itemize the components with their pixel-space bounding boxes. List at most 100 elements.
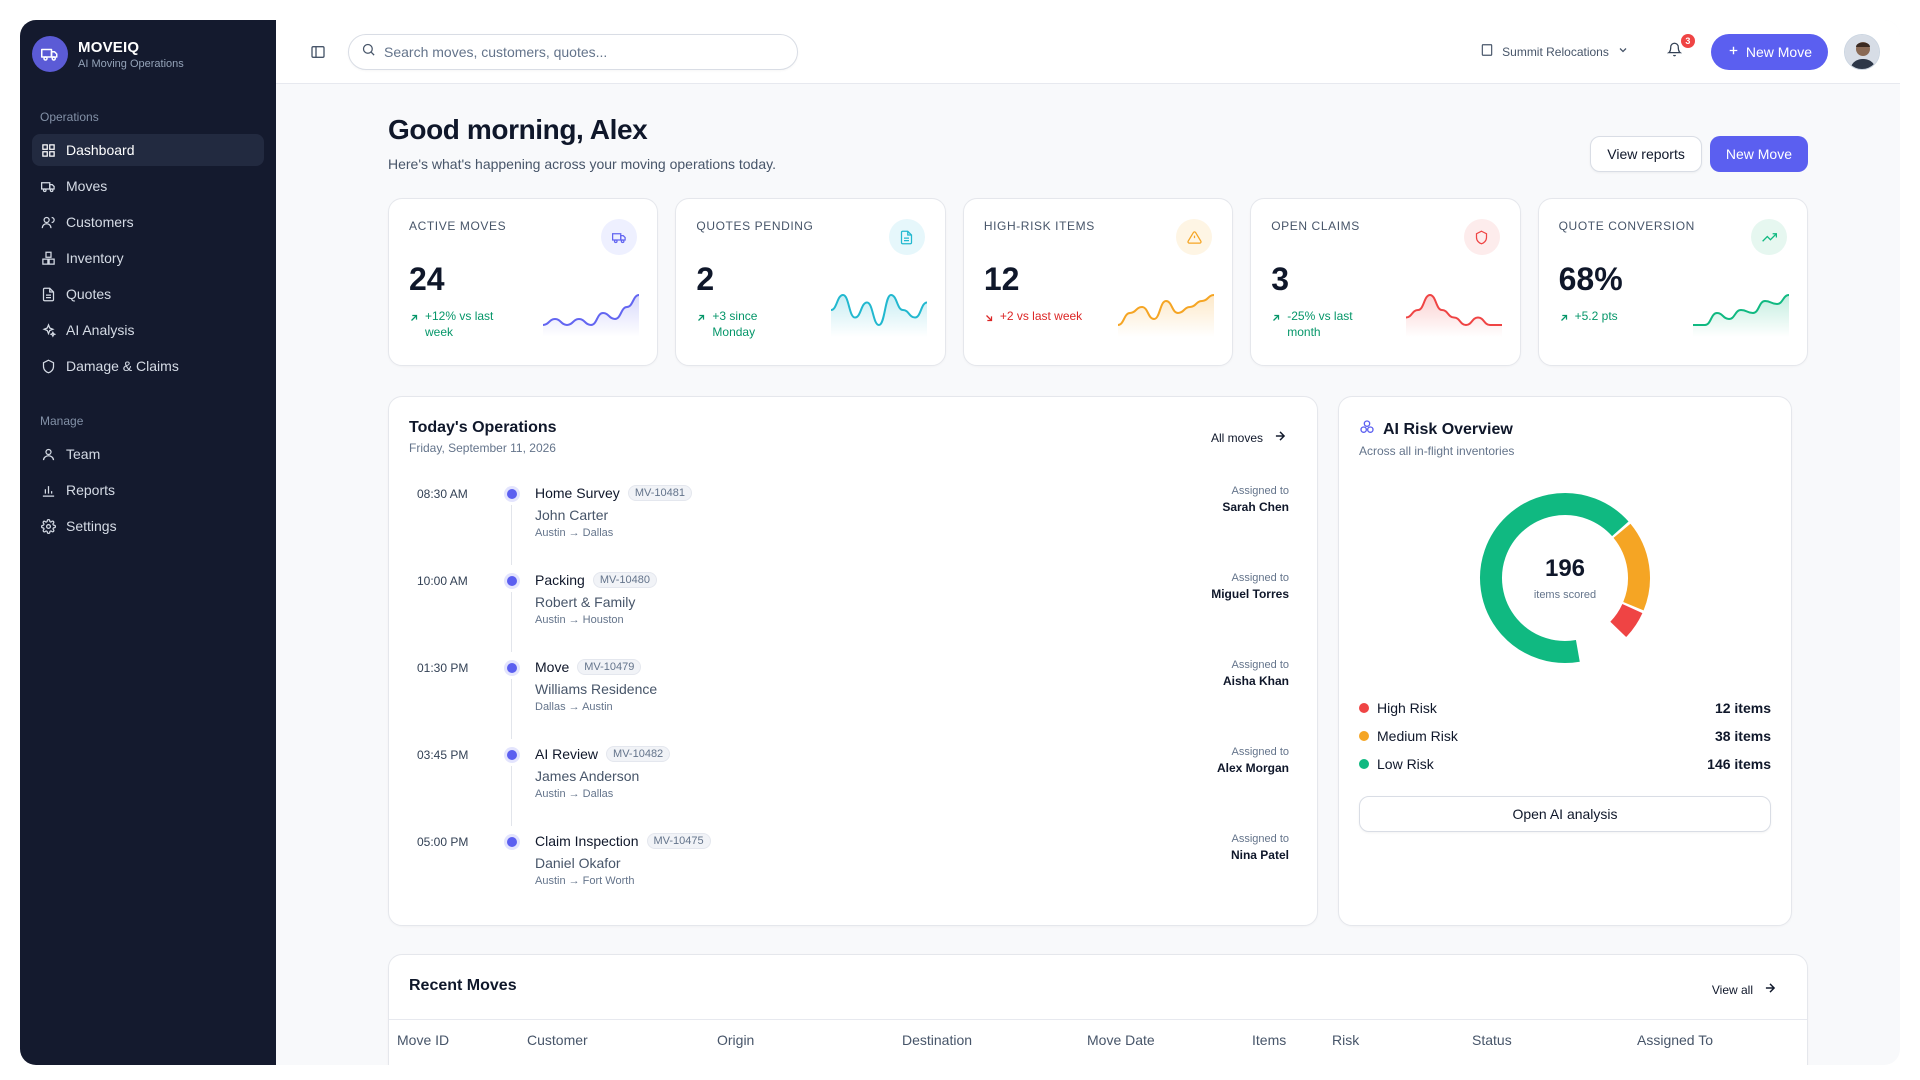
sidebar-item-damage-claims[interactable]: Damage & Claims bbox=[32, 350, 264, 382]
user-avatar[interactable] bbox=[1844, 33, 1880, 70]
timeline-dot bbox=[507, 837, 517, 847]
operation-item[interactable]: 08:30 AM Home Survey MV-10481 John Carter Au… bbox=[409, 485, 1297, 572]
view-all-label: View all bbox=[1711, 982, 1753, 997]
legend-value: 146 items bbox=[1707, 756, 1771, 772]
sidebar-item-label: Dashboard bbox=[66, 142, 135, 158]
donut-total-label: items scored bbox=[1533, 589, 1597, 601]
operation-customer: Daniel Okafor bbox=[535, 855, 621, 871]
sidebar-item-ai-analysis[interactable]: AI Analysis bbox=[32, 314, 264, 346]
kpi-label: QUOTE CONVERSION bbox=[1558, 219, 1695, 233]
operation-time: 10:00 AM bbox=[417, 574, 468, 588]
kpi-sparkline bbox=[1118, 294, 1215, 337]
view-reports-button[interactable]: View reports bbox=[1590, 136, 1702, 172]
timeline-dot bbox=[507, 489, 517, 499]
column-header[interactable]: Risk bbox=[1332, 1032, 1360, 1048]
new-move-label: New Move bbox=[1745, 43, 1812, 60]
bar-chart-icon bbox=[40, 482, 56, 498]
new-move-button[interactable]: New Move bbox=[1710, 33, 1828, 70]
recent-moves-table-header: Move ID Customer Origin Destination Move Dat… bbox=[389, 1019, 1807, 1060]
sidebar-item-moves[interactable]: Moves bbox=[32, 170, 264, 202]
sidebar-item-customers[interactable]: Customers bbox=[32, 206, 264, 238]
kpi-card[interactable]: QUOTES PENDING 2 +3 since Monday bbox=[675, 198, 946, 366]
org-switcher[interactable]: Summit Relocations bbox=[1480, 43, 1629, 60]
view-all-link[interactable]: View all bbox=[1712, 981, 1777, 998]
search-icon bbox=[361, 42, 376, 62]
sidebar-item-dashboard[interactable]: Dashboard bbox=[32, 134, 264, 166]
timeline-dot bbox=[507, 576, 517, 586]
column-header[interactable]: Customer bbox=[527, 1032, 588, 1048]
search-bar[interactable] bbox=[348, 33, 798, 70]
operations-title: Today's Operations bbox=[409, 419, 557, 436]
trend-arrow-icon bbox=[409, 308, 419, 340]
kpi-sparkline bbox=[1693, 294, 1790, 337]
assignee-name: Sarah Chen bbox=[1222, 500, 1289, 514]
operation-item[interactable]: 03:45 PM AI Review MV-10482 James Anderson A… bbox=[409, 746, 1297, 833]
column-header[interactable]: Status bbox=[1472, 1032, 1512, 1048]
kpi-value: 24 bbox=[409, 261, 445, 297]
kpi-card[interactable]: QUOTE CONVERSION 68% +5.2 pts bbox=[1537, 198, 1809, 366]
kpi-card[interactable]: ACTIVE MOVES 24 +12% vs last week bbox=[388, 198, 659, 366]
move-id-badge[interactable]: MV-10482 bbox=[606, 746, 671, 762]
sidebar-item-quotes[interactable]: Quotes bbox=[32, 278, 264, 310]
recent-moves-card: Recent Moves View all Move ID Customer Ori… bbox=[388, 954, 1808, 1065]
trend-arrow-icon bbox=[1271, 308, 1281, 340]
header-new-move-button[interactable]: New Move bbox=[1709, 136, 1808, 172]
arrow-right-icon bbox=[1763, 981, 1777, 998]
timeline-connector bbox=[511, 766, 512, 826]
nav-section-manage: Manage bbox=[40, 414, 84, 428]
operation-item[interactable]: 01:30 PM Move MV-10479 Williams Residence Da… bbox=[409, 659, 1297, 746]
column-header[interactable]: Origin bbox=[717, 1032, 755, 1048]
risk-subtitle: Across all in-flight inventories bbox=[1359, 444, 1515, 458]
timeline-dot bbox=[507, 750, 517, 760]
sidebar-toggle-icon[interactable] bbox=[304, 38, 332, 66]
sidebar-item-label: Damage & Claims bbox=[66, 358, 179, 374]
assignee-name: Nina Patel bbox=[1230, 848, 1289, 862]
search-input[interactable] bbox=[384, 43, 785, 60]
risk-legend: High Risk 12 items Medium Risk 38 items Low … bbox=[1359, 694, 1771, 778]
move-id-badge[interactable]: MV-10479 bbox=[577, 659, 642, 675]
gear-icon bbox=[40, 518, 56, 534]
operation-time: 05:00 PM bbox=[417, 835, 469, 849]
sidebar-item-inventory[interactable]: Inventory bbox=[32, 242, 264, 274]
kpi-delta: -25% vs last month bbox=[1287, 309, 1353, 339]
sidebar-item-settings[interactable]: Settings bbox=[32, 510, 264, 542]
move-id-badge[interactable]: MV-10475 bbox=[646, 833, 711, 849]
warning-icon bbox=[1176, 219, 1213, 255]
operation-route: Austin → Fort Worth bbox=[535, 875, 635, 887]
kpi-label: OPEN CLAIMS bbox=[1271, 219, 1360, 233]
column-header[interactable]: Move Date bbox=[1087, 1032, 1155, 1048]
notification-count-badge: 3 bbox=[1680, 33, 1695, 48]
operation-item[interactable]: 10:00 AM Packing MV-10480 Robert & Family Au… bbox=[409, 572, 1297, 659]
grid-icon bbox=[40, 142, 56, 158]
all-moves-link[interactable]: All moves bbox=[1211, 429, 1287, 446]
operation-time: 01:30 PM bbox=[417, 661, 469, 675]
sidebar-item-label: Reports bbox=[66, 482, 116, 498]
brand[interactable]: MOVEIQ AI Moving Operations bbox=[32, 36, 264, 72]
brand-subtitle: AI Moving Operations bbox=[78, 57, 184, 70]
operation-customer: Robert & Family bbox=[535, 594, 636, 610]
column-header[interactable]: Assigned To bbox=[1637, 1032, 1714, 1048]
operation-time: 03:45 PM bbox=[417, 748, 469, 762]
open-ai-analysis-button[interactable]: Open AI analysis bbox=[1359, 796, 1771, 832]
kpi-label: QUOTES PENDING bbox=[696, 219, 814, 233]
nav-section-operations: Operations bbox=[40, 110, 99, 124]
document-icon bbox=[40, 286, 56, 302]
donut-total: 196 bbox=[1544, 555, 1586, 582]
operation-customer: John Carter bbox=[535, 507, 609, 523]
operation-item[interactable]: 05:00 PM Claim Inspection MV-10475 Daniel O… bbox=[409, 833, 1297, 920]
operation-title: Home Survey bbox=[535, 485, 620, 501]
column-header[interactable]: Destination bbox=[902, 1032, 973, 1048]
kpi-sparkline bbox=[543, 294, 640, 337]
notifications-button[interactable]: 3 bbox=[1661, 33, 1695, 66]
move-id-badge[interactable]: MV-10480 bbox=[592, 572, 657, 588]
kpi-delta: +3 since Monday bbox=[712, 309, 758, 339]
column-header[interactable]: Move ID bbox=[397, 1032, 450, 1048]
column-header[interactable]: Items bbox=[1252, 1032, 1287, 1048]
kpi-card[interactable]: HIGH-RISK ITEMS 12 +2 vs last week bbox=[962, 198, 1234, 366]
sidebar-item-team[interactable]: Team bbox=[32, 438, 264, 470]
kpi-card[interactable]: OPEN CLAIMS 3 -25% vs last month bbox=[1250, 198, 1521, 366]
operations-date: Friday, September 11, 2026 bbox=[409, 441, 556, 455]
sidebar-item-reports[interactable]: Reports bbox=[32, 474, 264, 506]
risk-donut-chart: 196 items scored bbox=[1475, 488, 1655, 668]
move-id-badge[interactable]: MV-10481 bbox=[627, 485, 692, 501]
